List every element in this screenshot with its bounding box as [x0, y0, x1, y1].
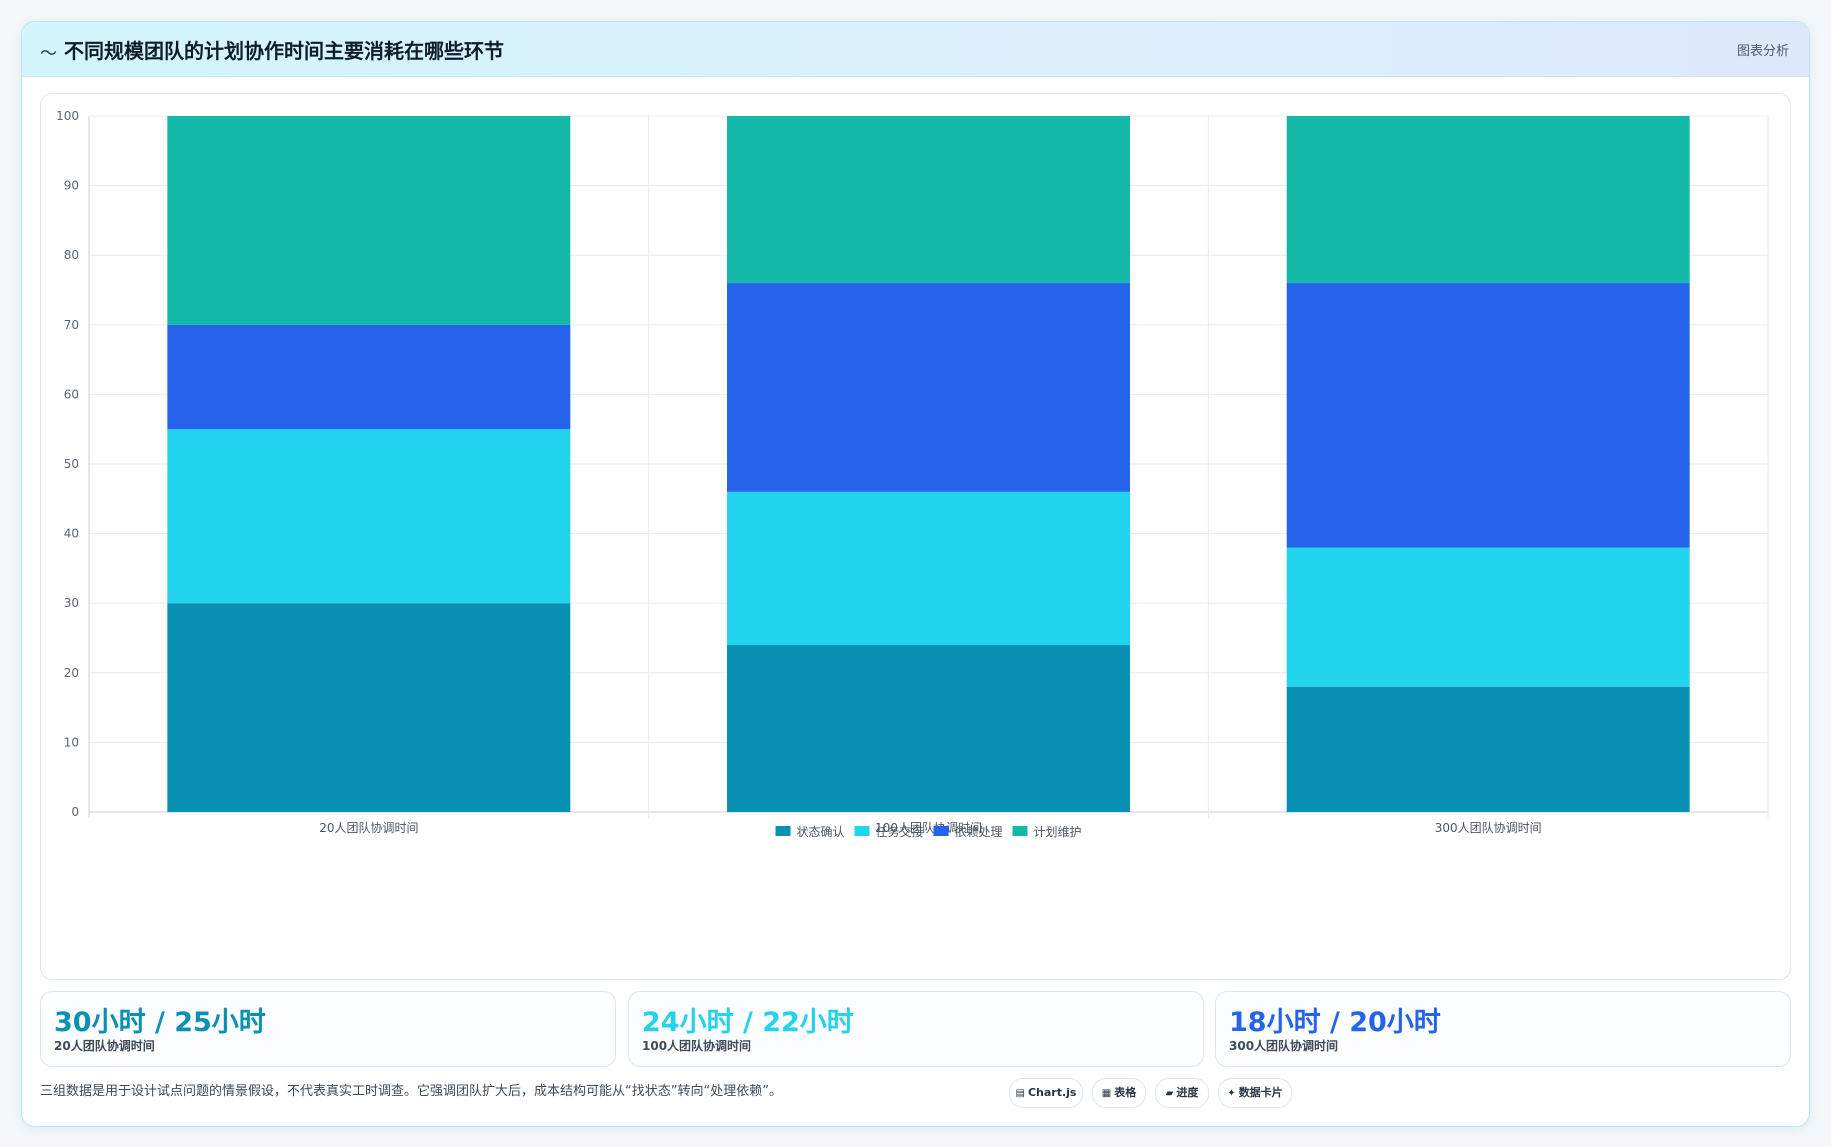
chip-table[interactable]: ▦ 表格: [1092, 1078, 1146, 1108]
bar-segment[interactable]: [167, 603, 571, 812]
bar-segment[interactable]: [1286, 283, 1690, 548]
footnote: 三组数据是用于设计试点问题的情景假设，不代表真实工时调查。它强调团队扩大后，成本…: [40, 1084, 782, 1099]
legend-swatch: [775, 826, 791, 836]
y-tick-label: 90: [64, 179, 79, 193]
chip-label: 进度: [1176, 1086, 1199, 1099]
y-tick-label: 10: [64, 735, 79, 749]
bar-segment[interactable]: [1286, 547, 1690, 687]
legend-swatch: [854, 826, 870, 836]
chart-icon: ▤: [1015, 1088, 1025, 1099]
chip-label: Chart.js: [1027, 1086, 1077, 1099]
y-tick-label: 60: [64, 387, 79, 401]
stat-card-100: 24小时 / 22小时 100人团队协调时间: [628, 991, 1204, 1067]
bar-segment[interactable]: [727, 644, 1130, 812]
chart-card: 〜 不同规模团队的计划协作时间主要消耗在哪些环节 图表分析 0 10 20 30 40 5…: [21, 21, 1810, 1127]
x-tick-label: 100人团队协调时间: [875, 820, 982, 835]
bar-segment[interactable]: [1286, 686, 1690, 812]
chip-label: 数据卡片: [1238, 1086, 1283, 1099]
progress-icon: ▰: [1165, 1088, 1174, 1099]
chart-area: 0 10 20 30 40 50 60 70 80 90 100 20人团队协调时间 100人团队协调时…: [40, 93, 1791, 980]
stacked-bar-chart: 0 10 20 30 40 50 60 70 80 90 100 20人团队协调时间 100人团队协调时…: [56, 109, 1769, 839]
legend-label[interactable]: 任务交接: [876, 824, 924, 839]
stat-label: 20人团队协调时间: [54, 1039, 155, 1053]
legend-swatch: [1012, 826, 1028, 836]
chip-label: 表格: [1114, 1086, 1137, 1099]
card-header: 〜 不同规模团队的计划协作时间主要消耗在哪些环节 图表分析: [22, 22, 1809, 77]
x-tick-label: 20人团队协调时间: [319, 820, 418, 835]
stat-value: 24小时 / 22小时: [642, 1007, 854, 1038]
bar-segment[interactable]: [167, 429, 571, 604]
bar-segment[interactable]: [727, 491, 1130, 645]
sparkle-icon: ✦: [1227, 1088, 1236, 1099]
stat-value: 18小时 / 20小时: [1229, 1007, 1441, 1038]
bar-segment[interactable]: [1286, 116, 1690, 284]
chip-chartjs[interactable]: ▤ Chart.js: [1009, 1078, 1083, 1108]
table-icon: ▦: [1101, 1088, 1112, 1099]
stat-card-300: 18小时 / 20小时 300人团队协调时间: [1215, 991, 1791, 1067]
legend-swatch: [933, 826, 949, 836]
y-tick-label: 0: [71, 805, 79, 819]
bar-segment[interactable]: [727, 116, 1130, 284]
y-tick-label: 50: [64, 457, 79, 471]
page-title: 不同规模团队的计划协作时间主要消耗在哪些环节: [64, 39, 504, 63]
stat-card-20: 30小时 / 25小时 20人团队协调时间: [40, 991, 616, 1067]
y-tick-label: 20: [64, 666, 79, 680]
bar-segment[interactable]: [727, 283, 1130, 492]
chip-progress[interactable]: ▰ 进度: [1155, 1078, 1209, 1108]
chip-data-card[interactable]: ✦ 数据卡片: [1218, 1078, 1292, 1108]
stat-label: 300人团队协调时间: [1229, 1039, 1339, 1053]
y-tick-label: 40: [64, 527, 79, 541]
legend-label[interactable]: 状态确认: [797, 825, 845, 839]
bar-segment[interactable]: [167, 324, 571, 430]
y-tick-label: 100: [56, 109, 79, 123]
stat-label: 100人团队协调时间: [642, 1039, 752, 1053]
legend-label[interactable]: 计划维护: [1034, 825, 1082, 839]
y-tick-label: 80: [64, 248, 79, 262]
y-tick-label: 30: [64, 596, 79, 610]
y-tick-label: 70: [64, 318, 79, 332]
x-tick-label: 300人团队协调时间: [1435, 820, 1542, 835]
chart-analysis-tag: 图表分析: [1736, 44, 1789, 59]
wave-icon: 〜: [40, 44, 57, 64]
bar-segment[interactable]: [167, 116, 571, 325]
legend-label[interactable]: 依赖处理: [955, 824, 1003, 839]
stat-value: 30小时 / 25小时: [54, 1007, 266, 1038]
